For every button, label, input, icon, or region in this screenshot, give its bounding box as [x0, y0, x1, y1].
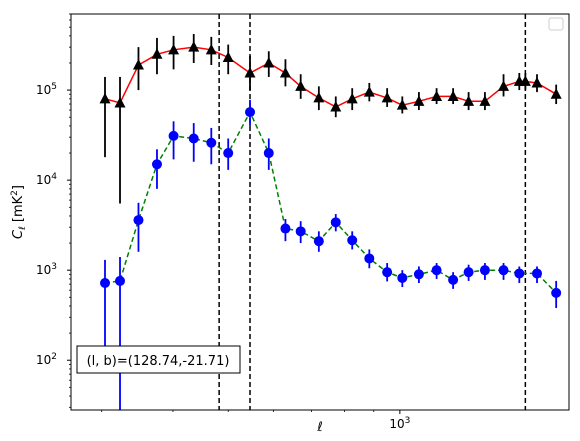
data-point: [223, 148, 234, 159]
data-point: [188, 41, 200, 52]
data-point: [330, 100, 342, 112]
data-point: [168, 130, 179, 141]
annotation-text: (l, b)=(128.74,-21.71): [87, 354, 230, 369]
data-point: [498, 80, 510, 91]
plot-background: [71, 14, 569, 410]
data-point: [364, 253, 375, 264]
data-point: [99, 92, 111, 104]
series-line: [104, 46, 557, 108]
x-axis-label: ℓ: [316, 420, 322, 435]
data-point: [222, 51, 234, 63]
data-point: [168, 43, 180, 55]
data-point: [514, 268, 525, 279]
data-point: [133, 215, 144, 226]
data-point: [205, 43, 217, 55]
data-point: [381, 91, 393, 103]
data-point: [413, 269, 424, 280]
data-point: [151, 159, 162, 170]
data-point: [206, 137, 217, 148]
data-point: [346, 92, 358, 104]
legend-box: [548, 17, 564, 31]
series-layer: [99, 33, 562, 410]
data-point: [550, 88, 562, 99]
axis-ticks: 103 102 103 104 105: [36, 13, 410, 431]
series-triangle: [99, 33, 562, 204]
x-tick-label: 103: [389, 416, 410, 431]
data-point: [263, 56, 275, 68]
data-point: [244, 66, 256, 78]
data-point: [463, 95, 475, 106]
data-point: [295, 80, 307, 91]
data-point: [431, 265, 442, 276]
data-point: [132, 58, 144, 70]
data-point: [295, 226, 306, 237]
y-tick-label: 104: [36, 172, 57, 187]
series-circle: [99, 99, 562, 410]
data-point: [382, 267, 393, 278]
data-point: [279, 66, 291, 78]
data-point: [479, 265, 490, 276]
data-point: [245, 107, 256, 118]
data-point: [115, 275, 126, 286]
data-point: [397, 272, 408, 283]
data-point: [151, 48, 163, 59]
data-point: [551, 287, 562, 298]
annotation-box: [76, 345, 241, 374]
data-point: [114, 96, 126, 108]
data-point: [447, 90, 459, 101]
data-point: [313, 236, 324, 247]
data-point: [330, 217, 341, 228]
data-point: [313, 91, 325, 103]
y-tick-label: 103: [36, 262, 57, 277]
data-point: [263, 148, 274, 159]
data-point: [519, 75, 531, 86]
data-point: [463, 267, 474, 278]
data-point: [531, 76, 543, 88]
data-point: [413, 95, 425, 106]
y-axis-label: Cℓ [mK2]: [10, 185, 28, 239]
data-point: [347, 235, 358, 246]
data-point: [188, 133, 199, 144]
data-point: [498, 265, 509, 276]
plot-frame: [70, 13, 570, 411]
data-point: [396, 99, 408, 110]
data-point: [363, 86, 375, 97]
data-point: [431, 90, 443, 101]
y-tick-label: 105: [36, 82, 57, 97]
data-point: [448, 274, 459, 285]
data-point: [280, 223, 291, 234]
data-point: [99, 278, 110, 289]
data-point: [532, 268, 543, 279]
data-point: [479, 95, 491, 106]
y-tick-label: 102: [36, 352, 57, 367]
